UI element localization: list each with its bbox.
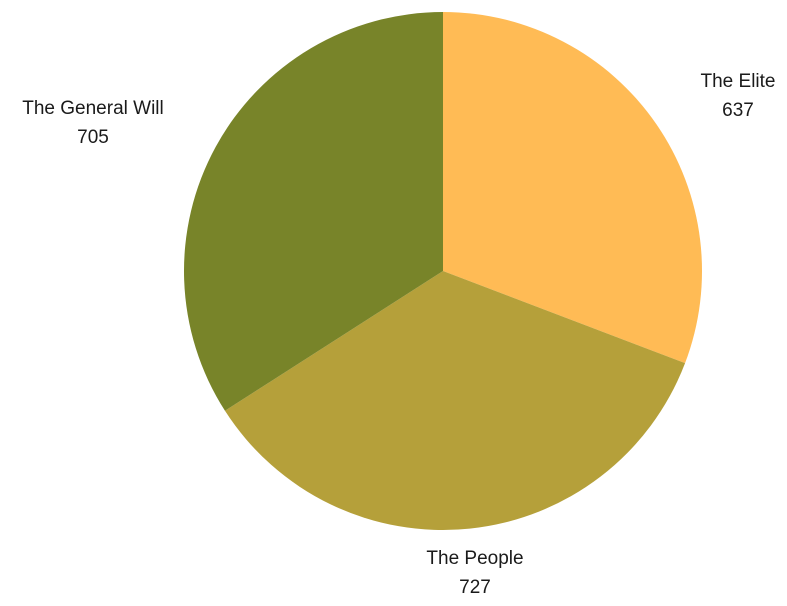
slice-label-the-elite: The Elite (701, 71, 776, 92)
slice-label-the-people: The People (426, 548, 523, 569)
slice-value-the-general-will: 705 (77, 127, 109, 148)
pie-labels: The Elite 637 The People 727 The General Wil… (22, 71, 775, 598)
pie-slice-the-people (224, 271, 686, 531)
pie-slice-the-general-will (183, 12, 443, 411)
pie-slices (183, 12, 702, 531)
pie-slice-the-elite (443, 12, 702, 364)
slice-value-the-elite: 637 (722, 100, 754, 121)
slice-value-the-people: 727 (459, 577, 491, 598)
slice-label-the-general-will: The General Will (22, 98, 164, 119)
